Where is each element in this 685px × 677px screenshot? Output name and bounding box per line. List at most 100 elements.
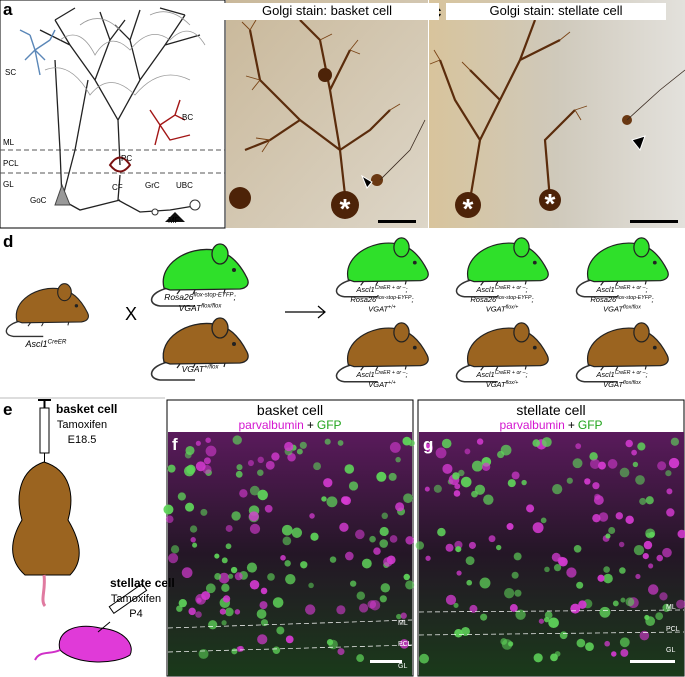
cell (379, 526, 389, 537)
genotype-part: VGAT (603, 380, 624, 389)
cell (538, 618, 545, 624)
mouse (5, 283, 89, 338)
panel-letter: g (423, 435, 433, 454)
cell (645, 532, 651, 538)
cell (300, 561, 308, 569)
cell (454, 483, 461, 490)
cell (603, 573, 613, 584)
cell (618, 541, 625, 548)
diagram-label: MF (168, 216, 180, 225)
cell (456, 570, 462, 576)
cell (221, 583, 230, 593)
layer-label: ML (398, 620, 408, 627)
mouse-tail (5, 320, 44, 338)
cell (532, 522, 544, 534)
cell (281, 524, 293, 536)
mouse-feet (600, 365, 647, 371)
genotype-part: ; (406, 370, 408, 379)
mouse-ear (513, 322, 530, 343)
mouse-ear (393, 322, 410, 343)
cell (379, 539, 389, 548)
cell (611, 651, 617, 657)
cell (508, 641, 514, 647)
cell (635, 573, 641, 580)
cell (205, 445, 217, 457)
cell (328, 639, 338, 650)
cell (361, 558, 372, 569)
diagram-label: PC (121, 154, 132, 163)
cell (340, 496, 349, 505)
cell (471, 490, 478, 498)
diagram-label: SC (5, 68, 16, 77)
cell (214, 553, 220, 559)
stain-part: + (568, 418, 575, 432)
cell (532, 439, 541, 447)
cell (551, 552, 561, 562)
mouse-ear (57, 283, 72, 302)
cell (291, 527, 303, 538)
panel-b-photo (226, 0, 428, 228)
cell (359, 603, 369, 613)
cell (395, 456, 401, 463)
mouse-eye (232, 268, 236, 272)
genotype-part: flox-stop-EYFP (376, 295, 412, 301)
genotype-part: VGAT (368, 305, 389, 314)
cell (620, 597, 626, 603)
cell (612, 600, 619, 607)
panel-title: stellate cell (516, 402, 585, 418)
mouse (455, 237, 549, 298)
cell (284, 441, 294, 452)
genotype: Ascl1CreER + or –; (355, 285, 407, 294)
genotype-part: ; (646, 370, 648, 379)
genotype-part: +/flox (204, 365, 219, 371)
cell (203, 457, 211, 465)
stain-part: parvalbumin (238, 418, 303, 432)
cell (566, 567, 577, 578)
cell (186, 464, 196, 475)
stain-part: parvalbumin (499, 418, 564, 432)
genotype: VGATflox/+ (486, 305, 519, 314)
cell (165, 515, 174, 523)
cell (592, 513, 601, 523)
cell (369, 535, 376, 543)
cell (631, 449, 637, 456)
cell (544, 611, 553, 619)
cell (511, 571, 519, 579)
title-box (215, 3, 439, 20)
genotype-part: flox/flox (623, 380, 641, 386)
cell (604, 640, 610, 647)
cell (643, 540, 653, 550)
mouse-feet (176, 288, 226, 295)
cell (594, 493, 601, 500)
cell (221, 557, 228, 564)
cell (349, 580, 357, 587)
cell (189, 525, 198, 533)
cell (507, 479, 516, 488)
cell (514, 589, 522, 597)
cell (474, 484, 486, 495)
cell (526, 504, 535, 513)
genotype-part: flox-stop-EYFP (496, 295, 532, 301)
cell (589, 452, 598, 461)
cell (544, 566, 550, 573)
panel-letter: d (3, 232, 13, 251)
cell (256, 609, 267, 619)
mouse-tail (150, 361, 195, 381)
genotype-part: ; (526, 285, 528, 294)
cell (461, 626, 471, 636)
cell (608, 527, 616, 535)
cell (221, 620, 227, 626)
cell (336, 605, 346, 615)
cell (379, 595, 387, 603)
cell (670, 437, 680, 446)
cell (218, 572, 230, 584)
mouse-eye (74, 304, 79, 308)
cell (632, 461, 639, 468)
cell (619, 567, 626, 574)
cell (592, 482, 600, 490)
cell (247, 460, 254, 467)
cell (313, 462, 322, 471)
layer-label: PCL (666, 626, 680, 633)
cell (257, 634, 268, 645)
cell (356, 654, 365, 662)
